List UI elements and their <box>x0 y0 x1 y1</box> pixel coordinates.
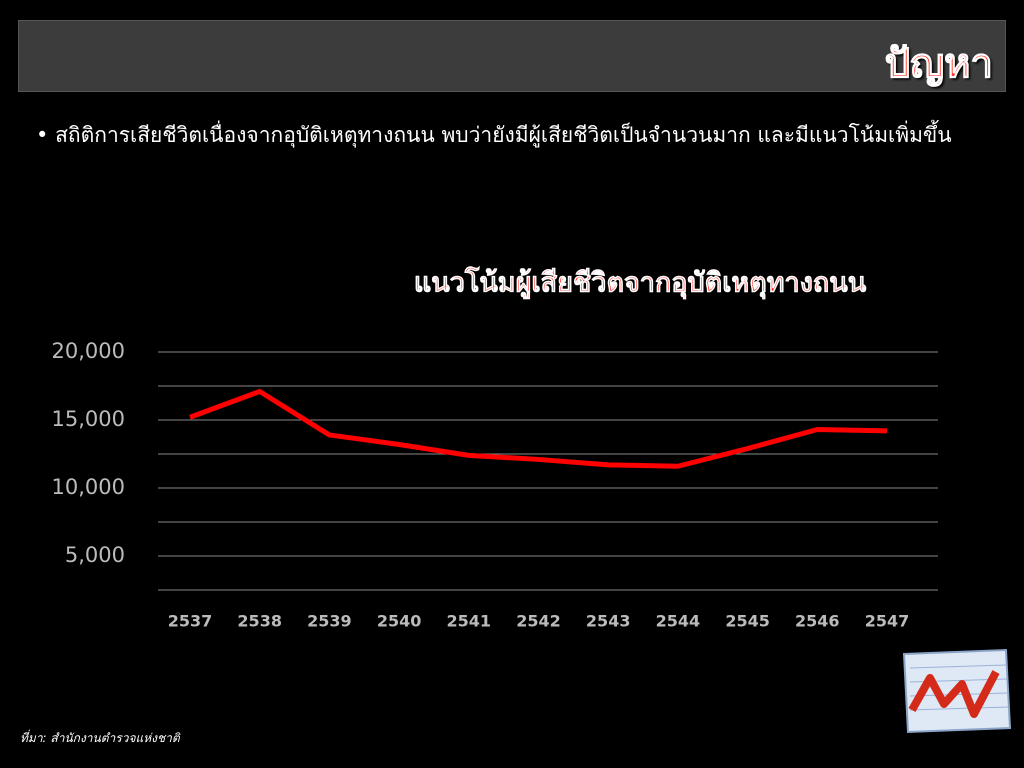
y-tick-label: 20,000 <box>52 339 125 363</box>
x-tick-label: 2544 <box>656 612 701 631</box>
chart: แนวโน้มผู้เสียชีวิตจากอุบัติเหตุทางถนน 5… <box>52 265 938 631</box>
x-tick-label: 2537 <box>168 612 213 631</box>
y-tick-label: 5,000 <box>65 543 125 567</box>
bullet-text: • สถิติการเสียชีวิตเนื่องจากอุบัติเหตุทา… <box>36 123 952 147</box>
chart-icon <box>902 648 1012 734</box>
x-tick-label: 2540 <box>377 612 422 631</box>
bullet-content: สถิติการเสียชีวิตเนื่องจากอุบัติเหตุทางถ… <box>55 123 952 147</box>
x-tick-label: 2545 <box>725 612 770 631</box>
slide-title: ปัญหา <box>884 41 993 88</box>
x-tick-label: 2543 <box>586 612 631 631</box>
y-tick-label: 10,000 <box>52 475 125 499</box>
x-tick-label: 2547 <box>865 612 910 631</box>
x-tick-label: 2542 <box>516 612 561 631</box>
x-tick-label: 2538 <box>237 612 282 631</box>
header-bar: ปัญหา <box>18 20 1006 92</box>
chart-title: แนวโน้มผู้เสียชีวิตจากอุบัติเหตุทางถนน <box>414 266 867 300</box>
y-tick-label: 15,000 <box>52 407 125 431</box>
x-tick-label: 2546 <box>795 612 840 631</box>
x-tick-label: 2541 <box>447 612 492 631</box>
series-line <box>189 388 888 469</box>
source-note: ที่มา: สำนักงานตำรวจแห่งชาติ <box>20 731 180 745</box>
x-tick-label: 2539 <box>307 612 352 631</box>
